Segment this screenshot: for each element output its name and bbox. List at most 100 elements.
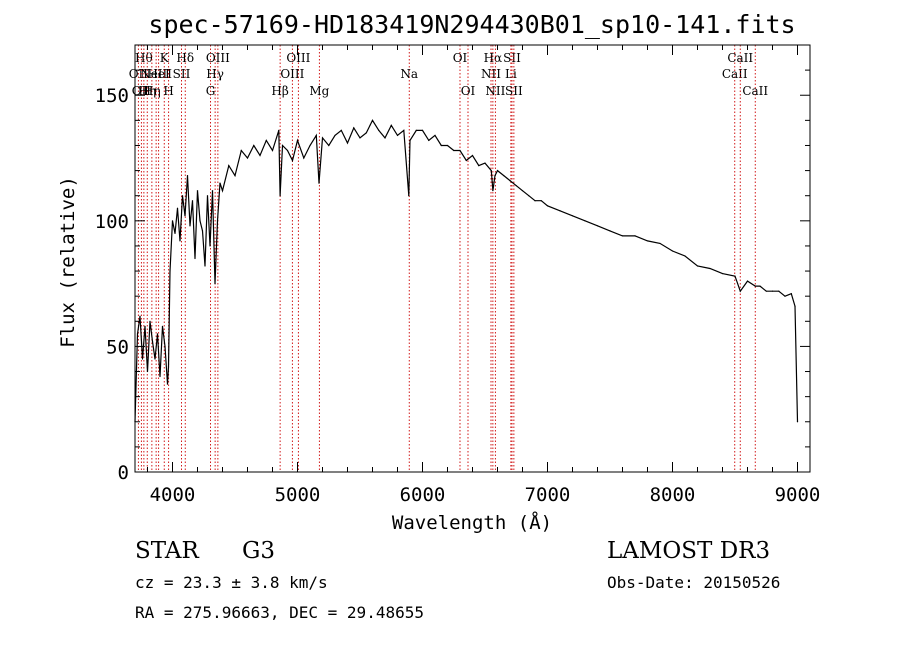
data-point (346, 142, 349, 144)
marker-label: CaII (727, 51, 753, 65)
data-point (234, 175, 236, 177)
data-point (279, 195, 281, 197)
data-point (141, 358, 144, 360)
marker-label: K (160, 51, 170, 65)
data-point (371, 119, 374, 121)
data-point (271, 149, 274, 152)
survey-name: LAMOST DR3 (607, 538, 771, 564)
data-point (378, 129, 380, 131)
marker-label: HeI (147, 67, 170, 81)
data-point (296, 139, 299, 142)
data-point (559, 210, 561, 212)
data-point (161, 325, 164, 327)
data-point (771, 290, 774, 292)
data-point (754, 285, 756, 287)
data-point (209, 245, 211, 247)
data-point (164, 345, 166, 348)
data-point (415, 129, 417, 131)
marker-label: SII (505, 84, 523, 98)
data-point (408, 195, 410, 197)
data-point (281, 144, 284, 147)
data-point (201, 230, 204, 232)
data-point (228, 164, 230, 167)
marker-label: G (206, 84, 216, 98)
data-point (253, 144, 255, 147)
data-point (191, 200, 194, 202)
marker-label: OI (453, 51, 468, 65)
marker-label: H (163, 84, 173, 98)
obs-date: Obs-Date: 20150526 (607, 573, 781, 592)
chart-title: spec-57169-HD183419N294430B01_sp10-141.f… (148, 10, 795, 39)
data-point (596, 225, 599, 227)
marker-label: CaII (722, 67, 748, 81)
data-point (434, 134, 436, 137)
data-point (384, 137, 386, 139)
marker-label: Hθ (135, 51, 153, 65)
data-point (139, 315, 141, 317)
marker-label: Hα (484, 51, 503, 65)
marker-label: Na (400, 67, 418, 81)
data-point (509, 180, 511, 182)
data-point (428, 139, 430, 142)
data-point (194, 257, 196, 260)
data-point (446, 144, 449, 147)
data-point (709, 267, 711, 270)
data-point (369, 124, 371, 126)
x-axis: 4000 5000 6000 7000 8000 9000 (147, 45, 821, 506)
marker-label: Li (505, 67, 517, 81)
data-point (521, 190, 524, 192)
data-point (659, 242, 661, 245)
data-point (144, 325, 146, 327)
y-tick-label: 0 (118, 462, 129, 484)
data-point (259, 154, 261, 157)
data-point (794, 305, 796, 307)
data-point (534, 200, 536, 202)
data-point (671, 250, 674, 252)
marker-label: NII (481, 67, 501, 81)
data-point (151, 340, 154, 342)
object-subclass: G3 (242, 538, 276, 564)
y-axis-label: Flux (relative) (57, 176, 79, 348)
data-point (496, 169, 499, 172)
data-point (634, 235, 636, 237)
data-point (396, 134, 399, 137)
data-point (146, 370, 149, 373)
data-point (179, 240, 181, 242)
data-point (478, 164, 480, 167)
data-point (546, 205, 549, 207)
marker-label: Mg (309, 84, 329, 98)
data-point (353, 127, 355, 129)
data-point (176, 207, 179, 209)
data-point (734, 275, 736, 277)
data-point (515, 185, 517, 187)
data-point (166, 383, 169, 385)
data-point (309, 144, 311, 147)
series-group (134, 119, 799, 423)
data-point (214, 283, 216, 285)
data-point (490, 169, 492, 172)
data-point (186, 175, 189, 177)
x-tick-label: 5000 (275, 484, 321, 506)
data-point (181, 195, 184, 197)
data-point (219, 182, 221, 184)
data-point (184, 215, 186, 217)
data-point (159, 375, 161, 378)
data-point (136, 333, 139, 335)
marker-label: Hβ (271, 84, 288, 98)
data-point (403, 129, 405, 131)
data-point (315, 134, 317, 137)
y-axis: 0 50 100 150 (95, 69, 810, 484)
data-point (746, 280, 749, 282)
x-tick-label: 8000 (650, 484, 696, 506)
data-point (684, 255, 686, 257)
data-point (503, 175, 505, 177)
data-point (739, 290, 741, 292)
data-point (278, 129, 280, 131)
data-point (421, 129, 424, 131)
x-tick-label: 9000 (775, 484, 821, 506)
y-tick-label: 100 (95, 211, 129, 233)
marker-label: OII (129, 67, 149, 81)
plot-frame (134, 44, 811, 473)
coordinates: RA = 275.96663, DEC = 29.48655 (135, 603, 424, 622)
